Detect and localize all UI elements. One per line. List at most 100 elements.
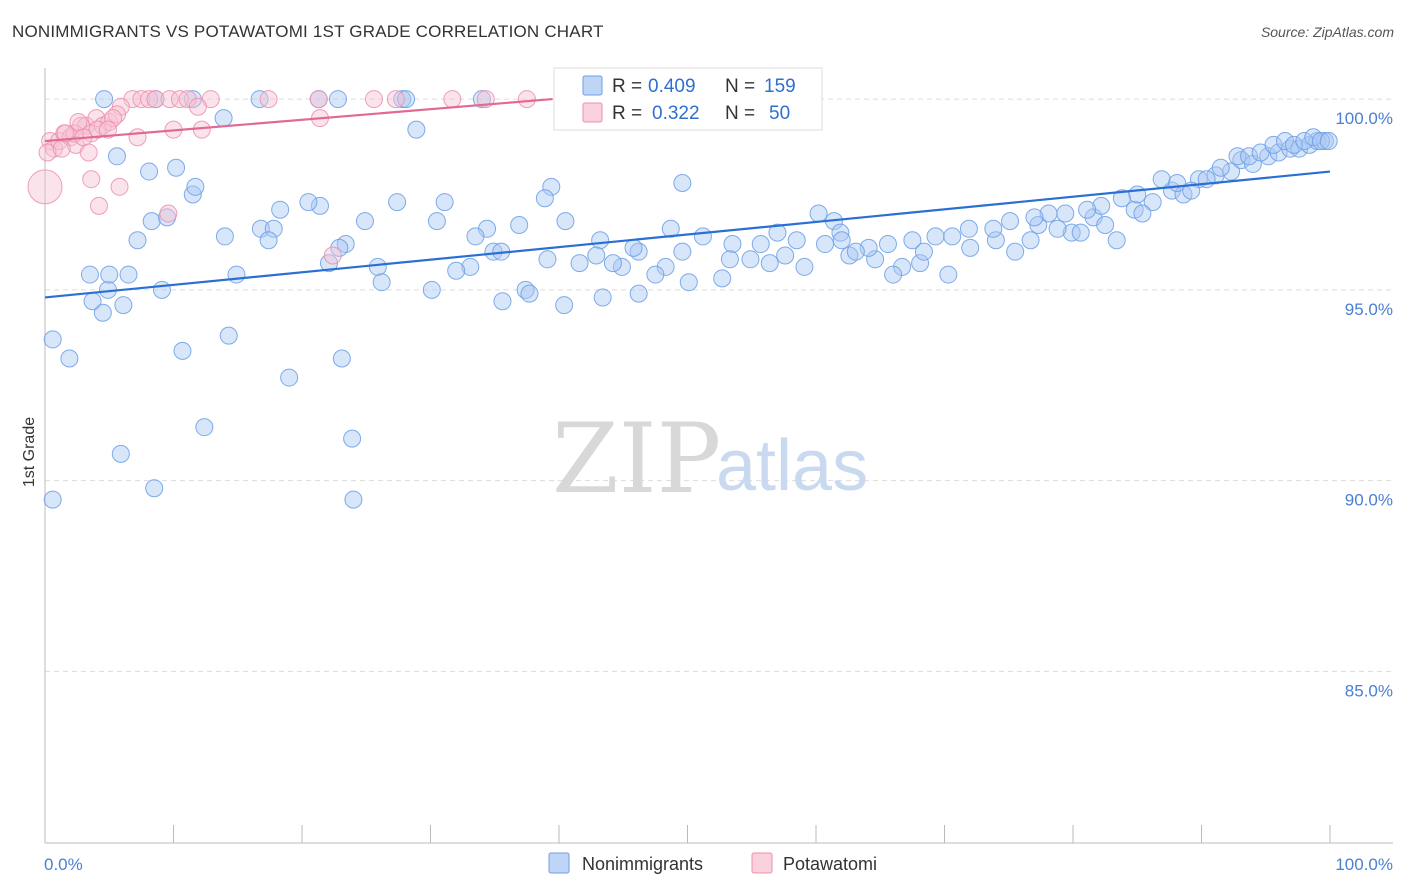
legend-swatch-potawatomi — [582, 102, 603, 123]
point-potawatomi-48 — [79, 143, 98, 162]
point-nonimmigrants-140 — [914, 242, 933, 261]
point-nonimmigrants-142 — [878, 235, 897, 254]
legend-item-potawatomi[interactable]: Potawatomi — [783, 854, 877, 874]
point-nonimmigrants-160 — [343, 429, 362, 448]
point-potawatomi-37 — [128, 128, 147, 147]
point-nonimmigrants-112 — [1315, 132, 1334, 151]
point-nonimmigrants-39 — [939, 265, 958, 284]
chart-source: Source: ZipAtlas.com — [1260, 24, 1394, 40]
point-potawatomi-2 — [140, 90, 159, 109]
point-nonimmigrants-82 — [520, 284, 539, 303]
legend-item-potawatomi-swatch[interactable] — [751, 852, 773, 874]
point-potawatomi-41 — [82, 170, 101, 189]
point-nonimmigrants-136 — [984, 219, 1003, 238]
watermark: ZIP atlas — [552, 403, 868, 515]
point-nonimmigrants-133 — [1039, 204, 1058, 223]
y-tick-label-1: 95.0% — [1345, 300, 1393, 319]
trend-lines — [44, 97, 1331, 299]
point-nonimmigrants-167 — [43, 490, 62, 509]
point-potawatomi-47 — [69, 112, 88, 131]
point-nonimmigrants-30 — [723, 235, 742, 254]
point-nonimmigrants-85 — [629, 284, 648, 303]
point-nonimmigrants-75 — [152, 280, 171, 299]
point-nonimmigrants-31 — [768, 223, 787, 242]
point-nonimmigrants-123 — [1285, 135, 1304, 154]
point-nonimmigrants-51 — [741, 250, 760, 269]
point-nonimmigrants-80 — [372, 273, 391, 292]
point-nonimmigrants-137 — [959, 219, 978, 238]
point-nonimmigrants-47 — [809, 204, 828, 223]
point-nonimmigrants-64 — [422, 280, 441, 299]
y-tick-label-3: 85.0% — [1345, 681, 1393, 700]
point-potawatomi-44 — [159, 204, 178, 223]
point-potawatomi-6 — [178, 90, 197, 109]
point-nonimmigrants-153 — [186, 177, 205, 196]
point-nonimmigrants-149 — [214, 109, 233, 128]
point-nonimmigrants-103 — [1222, 162, 1241, 181]
point-potawatomi-1 — [132, 90, 151, 109]
point-potawatomi-14 — [517, 90, 536, 109]
x-tick-label-1: 100.0% — [1335, 855, 1393, 874]
y-tick-label-0: 100.0% — [1335, 109, 1393, 128]
point-nonimmigrants-17 — [330, 238, 349, 257]
point-nonimmigrants-94 — [1071, 223, 1090, 242]
point-nonimmigrants-79 — [227, 265, 246, 284]
point-nonimmigrants-0 — [95, 90, 114, 109]
point-nonimmigrants-37 — [884, 265, 903, 284]
point-potawatomi-10 — [364, 90, 383, 109]
point-nonimmigrants-67 — [299, 193, 318, 212]
point-nonimmigrants-87 — [466, 227, 485, 246]
point-nonimmigrants-65 — [355, 212, 374, 231]
point-nonimmigrants-57 — [624, 238, 643, 257]
point-nonimmigrants-70 — [215, 227, 234, 246]
point-nonimmigrants-68 — [271, 200, 290, 219]
point-nonimmigrants-22 — [542, 177, 561, 196]
point-nonimmigrants-161 — [195, 418, 214, 437]
point-nonimmigrants-84 — [593, 288, 612, 307]
data-points — [27, 90, 1338, 509]
point-nonimmigrants-98 — [1133, 204, 1152, 223]
point-potawatomi-35 — [88, 120, 107, 139]
point-nonimmigrants-146 — [815, 235, 834, 254]
legend-swatch-nonimmigrants — [582, 75, 603, 96]
point-potawatomi-36 — [104, 109, 123, 128]
x-tick-label-0: 0.0% — [44, 855, 83, 874]
legend-item-nonimmigrants[interactable]: Nonimmigrants — [582, 854, 703, 874]
point-nonimmigrants-162 — [280, 368, 299, 387]
point-nonimmigrants-14 — [427, 212, 446, 231]
point-nonimmigrants-26 — [591, 231, 610, 250]
point-nonimmigrants-83 — [555, 296, 574, 315]
point-nonimmigrants-132 — [1056, 204, 1075, 223]
point-nonimmigrants-155 — [93, 303, 112, 322]
point-potawatomi-12 — [443, 90, 462, 109]
legend-item-nonimmigrants-swatch[interactable] — [548, 852, 570, 874]
point-nonimmigrants-46 — [1107, 231, 1126, 250]
point-nonimmigrants-126 — [1312, 132, 1331, 151]
point-nonimmigrants-56 — [646, 265, 665, 284]
point-nonimmigrants-13 — [388, 193, 407, 212]
point-nonimmigrants-157 — [60, 349, 79, 368]
point-potawatomi-43 — [110, 177, 129, 196]
legend-n-value-nonimmigrants: 159 — [764, 76, 796, 97]
point-nonimmigrants-152 — [167, 158, 186, 177]
legend-stats: R = 0.409 N = 159 R = 0.322 N = 50 — [553, 67, 823, 131]
point-nonimmigrants-121 — [1264, 135, 1283, 154]
point-nonimmigrants-50 — [760, 254, 779, 273]
point-nonimmigrants-95 — [1096, 215, 1115, 234]
point-potawatomi-46 — [56, 124, 75, 143]
point-nonimmigrants-154 — [100, 265, 119, 284]
point-nonimmigrants-24 — [510, 215, 529, 234]
point-nonimmigrants-168 — [344, 490, 363, 509]
point-nonimmigrants-23 — [535, 189, 554, 208]
point-potawatomi-16 — [188, 97, 207, 116]
point-potawatomi-45 — [323, 246, 342, 265]
legend-r-value-potawatomi: 0.322 — [652, 103, 700, 124]
point-nonimmigrants-32 — [787, 231, 806, 250]
point-nonimmigrants-53 — [713, 269, 732, 288]
point-nonimmigrants-165 — [145, 479, 164, 498]
point-nonimmigrants-10 — [142, 212, 161, 231]
point-potawatomi-8 — [259, 90, 278, 109]
chart-title: NONIMMIGRANTS VS POTAWATOMI 1ST GRADE CO… — [12, 22, 604, 41]
point-potawatomi-42 — [89, 196, 108, 215]
